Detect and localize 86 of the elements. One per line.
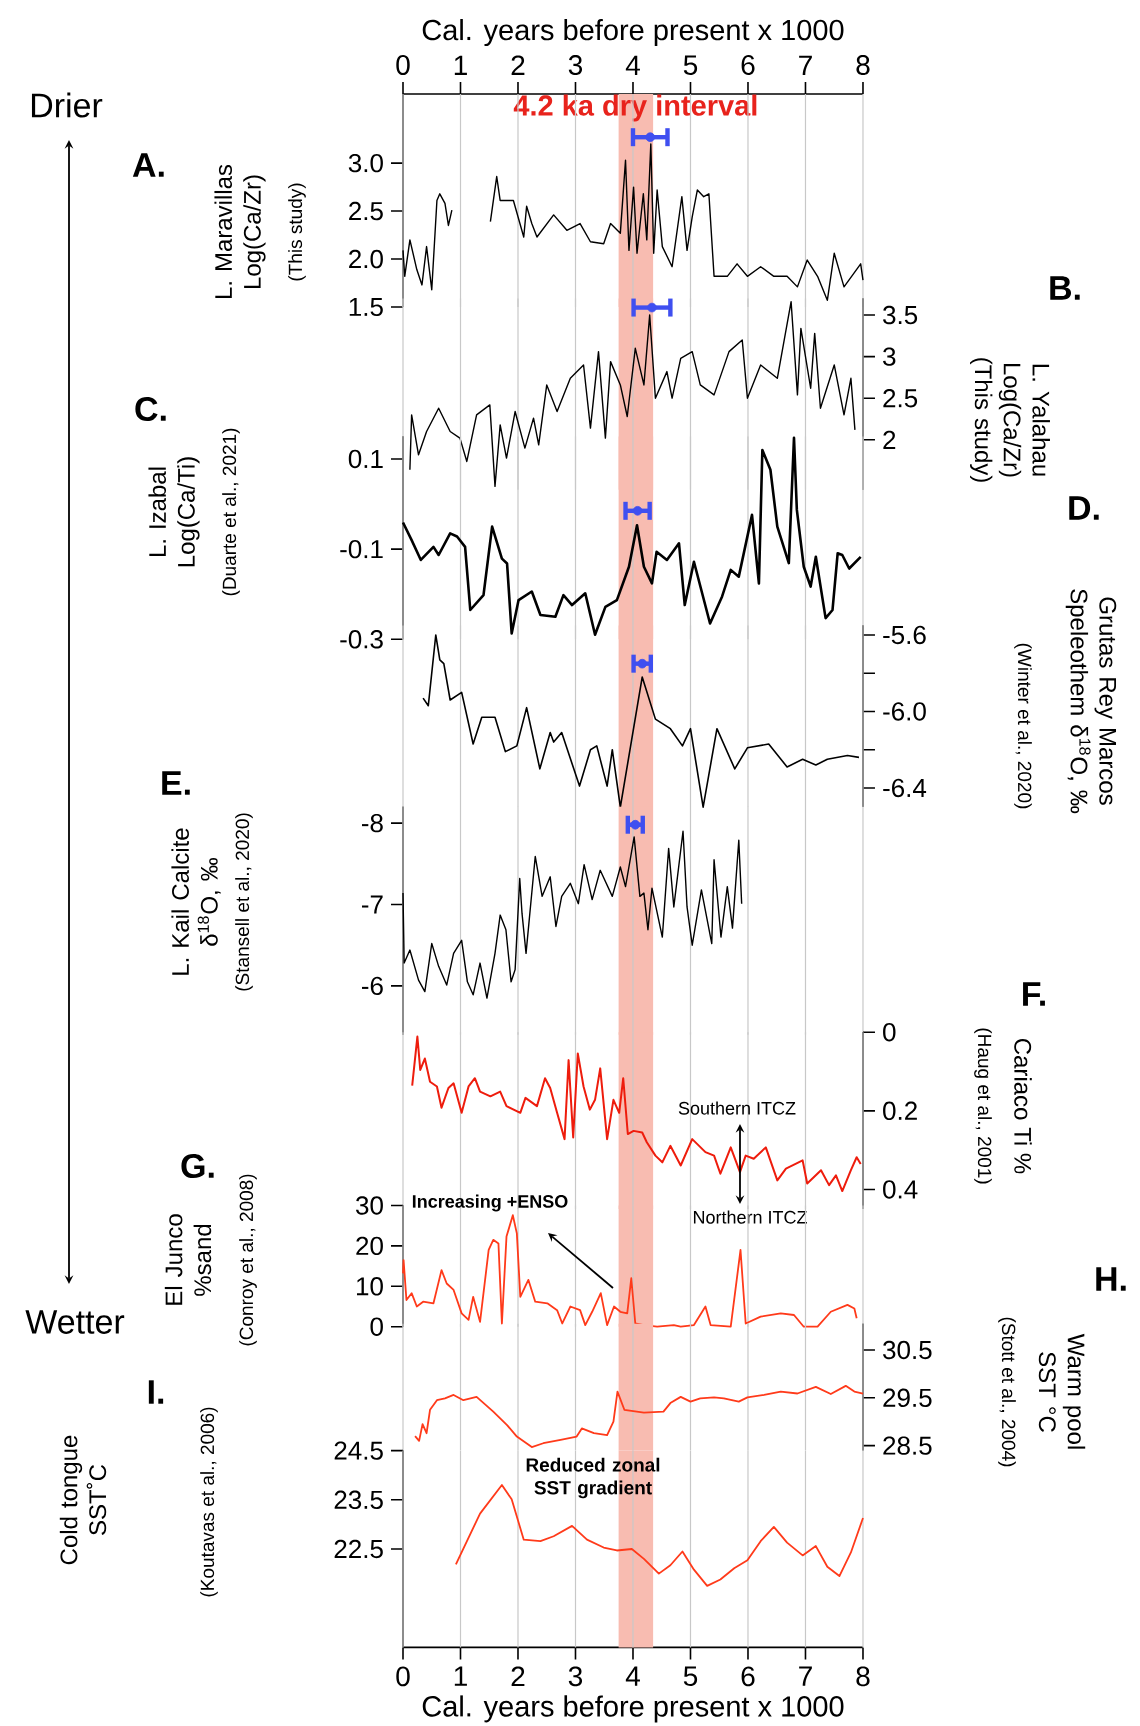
y-tick-label: 20	[356, 1236, 383, 1256]
x-axis-title: Cal. years before present x 1000	[422, 19, 844, 47]
y2-tick-label: 28.5	[883, 1436, 932, 1455]
x-tick-label: 2	[511, 1666, 525, 1687]
y-tick-label: 0.1	[348, 449, 383, 469]
y-tick-label: -0.1	[340, 539, 383, 559]
x-axis-title: Cal. years before present x 1000	[422, 1695, 844, 1723]
x-tick-label: 5	[683, 1666, 698, 1687]
text: F.	[1023, 982, 1045, 1006]
text: (Duarte et al., 2021)	[222, 428, 240, 596]
y-tick-label: 3.0	[348, 153, 383, 173]
y2-tick-label: 2.5	[883, 389, 918, 408]
annotation: Reduced zonal SST gradient	[526, 1457, 660, 1499]
line-series	[411, 1035, 862, 1193]
y-tick-label: -6	[361, 976, 383, 996]
line-series	[414, 1384, 864, 1448]
y-tick-label: 30	[356, 1196, 383, 1215]
y-tick-label: 1.5	[349, 297, 383, 317]
text: C.	[135, 396, 166, 422]
text: (This study)	[288, 183, 306, 281]
y2-axis-title: Cariaco Ti %	[1014, 1039, 1032, 1174]
y-axis-title: El Junco %sand	[164, 1214, 212, 1305]
x-tick-label: 7	[799, 55, 812, 75]
y2-axis-title: L. Yalahau Log(Ca/Zr) (This study)	[970, 358, 1050, 482]
annotation: Northern ITCZ	[693, 1210, 807, 1224]
y2-tick-label: 30.5	[883, 1340, 932, 1360]
y-tick-label: 23.5	[334, 1490, 383, 1510]
y2-tick-label: 2	[883, 430, 896, 449]
y2-tick-label: 0.2	[883, 1101, 917, 1121]
annotation: Increasing +ENSO	[412, 1194, 568, 1212]
y-tick-label: 2.5	[349, 201, 383, 221]
text: (Koutavas et al., 2006)	[200, 1407, 218, 1597]
text: D.	[1069, 496, 1099, 520]
x-tick-label: 7	[799, 1666, 812, 1686]
text: (Stott et al., 2004)	[998, 1317, 1016, 1467]
text: G.	[181, 1153, 214, 1179]
text: (Stansell et al., 2020)	[235, 813, 253, 991]
y2-tick-label: -5.6	[883, 625, 926, 645]
text: E.	[162, 771, 190, 795]
x-tick-label: 0	[396, 55, 410, 75]
text: Drier	[31, 92, 103, 118]
band-label: 4.2 ka dry interval	[513, 94, 757, 122]
text: (Winter et al., 2020)	[1014, 643, 1032, 809]
annotation: Southern ITCZ	[678, 1101, 796, 1115]
text: B.	[1050, 276, 1080, 300]
x-tick-label: 3	[568, 1666, 583, 1687]
x-tick-label: 8	[856, 1666, 870, 1687]
text: H.	[1096, 1267, 1126, 1291]
y2-tick-label: 3	[883, 347, 896, 366]
x-tick-label: 4	[625, 55, 640, 75]
text: (Conroy et al., 2008)	[239, 1174, 257, 1346]
line-series	[401, 436, 862, 637]
x-tick-label: 1	[454, 55, 467, 75]
x-tick-label: 2	[511, 55, 525, 75]
x-tick-label: 4	[625, 1666, 640, 1686]
text: I.	[148, 1380, 164, 1404]
y-tick-label: -0.3	[340, 630, 383, 649]
y2-tick-label: -6.4	[883, 778, 927, 798]
line-series	[422, 634, 860, 808]
text: (Haug et al., 2001)	[974, 1028, 992, 1184]
x-tick-label: 5	[683, 55, 698, 75]
y-axis-title: L. Izabal Log(Ca/Ti)	[148, 457, 200, 567]
y2-tick-label: 0.4	[883, 1180, 918, 1199]
y-tick-label: 2.0	[349, 249, 383, 269]
x-tick-label: 6	[741, 55, 755, 75]
y-tick-label: 24.5	[334, 1441, 383, 1460]
line-series	[409, 301, 856, 488]
y2-tick-label: 0	[883, 1023, 896, 1042]
y-tick-label: 10	[356, 1277, 383, 1296]
y-tick-label: -7	[361, 895, 383, 914]
x-tick-label: 3	[568, 55, 583, 75]
text: Wetter	[25, 1310, 125, 1334]
y-tick-label: 0	[370, 1317, 383, 1336]
y2-axis-title: Warm pool SST °C	[1038, 1333, 1086, 1449]
x-tick-label: 1	[454, 1666, 467, 1686]
y2-tick-label: 29.5	[883, 1388, 932, 1408]
y2-tick-label: 3.5	[883, 305, 918, 325]
y-tick-label: 22.5	[334, 1539, 383, 1559]
text: A.	[132, 153, 164, 177]
x-tick-label: 8	[856, 55, 870, 75]
x-tick-label: 6	[741, 1666, 755, 1687]
y-axis-title: Cold tongue SST˚C	[59, 1435, 107, 1565]
y-tick-label: -8	[361, 813, 383, 833]
y2-tick-label: -6.0	[883, 702, 926, 721]
y-axis-title: L. Maravillas Log(Ca/Zr)	[214, 164, 266, 299]
x-tick-label: 0	[396, 1666, 410, 1687]
